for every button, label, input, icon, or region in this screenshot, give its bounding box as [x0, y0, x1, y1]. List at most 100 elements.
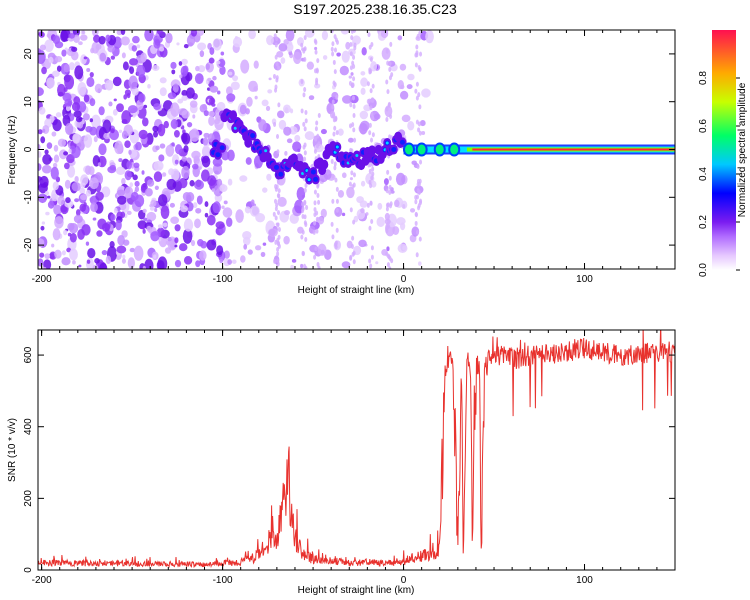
spectrogram-noise-cell [52, 181, 59, 191]
spectrogram-noise-cell [178, 108, 188, 116]
spectrogram-noise-cell [78, 41, 83, 46]
spectrogram-xtick-label: -200 [32, 274, 52, 285]
figure-title: S197.2025.238.16.35.C23 [293, 1, 457, 17]
spectrogram-noise-cell [126, 160, 132, 170]
spectrogram-noise-cell [195, 30, 205, 37]
spectrogram-streak-cell [304, 237, 308, 243]
spectrogram-ridge-peak [301, 172, 305, 176]
spectrogram-streak-cell [388, 75, 392, 81]
spectrogram-streak-cell [388, 61, 392, 67]
spectrogram-noise-cell [162, 222, 168, 228]
spectrogram-streak-cell [369, 88, 373, 94]
spectrogram-noise-cell [219, 65, 226, 76]
spectrogram-noise-cell [38, 143, 41, 150]
spectrogram-noise-cell [191, 150, 201, 160]
spectrogram-noise-cell [82, 113, 90, 121]
spectrogram-noise-cell [401, 114, 411, 123]
spectrogram-streak-cell [274, 215, 278, 221]
spectrogram-streak-cell [303, 35, 307, 41]
spectrogram-streak-cell [334, 240, 338, 246]
spectrogram-streak-cell [386, 89, 390, 95]
spectrogram-streak-cell [304, 182, 308, 188]
spectrogram-noise-cell [140, 183, 148, 191]
spectrogram-noise-cell [321, 30, 329, 41]
spectrogram-streak-cell [352, 172, 356, 178]
spectrogram-noise-cell [116, 245, 127, 254]
spectrogram-noise-cell [266, 173, 272, 181]
spectrogram-noise-cell [127, 105, 138, 114]
spectrogram-noise-cell [49, 253, 55, 260]
spectrogram-noise-cell [399, 222, 406, 231]
spectrogram-streak-cell [414, 88, 418, 94]
spectrogram-noise-cell [314, 46, 318, 51]
spectrogram-noise-cell [165, 32, 173, 44]
spectrogram-streak-cell [334, 37, 338, 43]
spectrogram-streak-cell [418, 104, 422, 110]
spectrogram-noise-cell [159, 77, 167, 84]
spectrogram-noise-cell [71, 101, 81, 112]
spectrogram-streak-cell [352, 127, 356, 133]
spectrogram-streak-cell [370, 245, 374, 251]
spectrogram-noise-cell [219, 184, 228, 193]
spectrogram-noise-cell [154, 207, 158, 213]
spectrogram-noise-cell [118, 129, 123, 133]
spectrogram-noise-cell [61, 257, 71, 266]
spectrogram-streak-cell [274, 54, 278, 60]
spectrogram-noise-cell [214, 170, 219, 175]
spectrogram-noise-cell [143, 217, 148, 222]
spectrogram-streak-cell [368, 130, 372, 136]
spectrogram-noise-cell [83, 56, 88, 60]
spectrogram-noise-cell [116, 103, 124, 113]
spectrogram-noise-cell [174, 259, 182, 268]
spectrogram-streak-cell [276, 134, 280, 140]
spectrogram-noise-cell [350, 72, 354, 76]
spectrogram-noise-cell [42, 154, 52, 165]
spectrogram-noise-cell [258, 119, 267, 132]
spectrogram-streak-cell [274, 206, 278, 212]
spectrogram-noise-cell [230, 81, 240, 90]
spectrogram-noise-cell [94, 257, 100, 264]
spectrogram-noise-cell [337, 190, 345, 198]
spectrogram-noise-cell [244, 206, 251, 214]
spectrogram-ridge-core [250, 133, 256, 139]
spectrogram-streak-cell [387, 102, 391, 108]
spectrogram-noise-cell [121, 177, 126, 185]
spectrogram-noise-cell [146, 211, 157, 222]
spectrogram-noise-cell [341, 261, 351, 269]
snr-xtick-label: 100 [576, 575, 593, 586]
spectrogram-streak-cell [350, 170, 354, 176]
spectrogram-streak-cell [273, 258, 277, 264]
spectrogram-noise-cell [181, 165, 190, 179]
spectrogram-noise-cell [64, 179, 71, 189]
spectrogram-noise-cell [223, 200, 228, 205]
snr-ticks: -200 -100 0 100 0 200 400 600 [23, 330, 676, 586]
spectrogram-noise-cell [41, 164, 52, 174]
spectrogram-noise-cell [206, 214, 216, 226]
spectrogram-noise-cell [87, 248, 96, 259]
spectrogram-noise-cell [262, 242, 267, 246]
spectrogram-noise-cell [339, 65, 349, 76]
spectrogram-noise-cell [72, 133, 81, 144]
spectrogram-noise-cell [39, 252, 45, 258]
spectrogram-streak-cell [385, 206, 389, 212]
spectrogram-noise-cell [65, 197, 71, 204]
spectrogram-streak-cell [277, 227, 281, 233]
spectrogram-noise-cell [186, 121, 193, 128]
spectrogram-noise-cell [198, 250, 207, 261]
spectrogram-streak-cell [415, 81, 419, 87]
spectrogram-noise-cell [110, 55, 116, 60]
snr-xlabel: Height of straight line (km) [298, 585, 415, 596]
spectrogram-noise-cell [150, 231, 160, 242]
spectrogram-noise-cell [206, 87, 211, 91]
spectrogram-noise-cell [153, 130, 159, 138]
spectrogram-streak-cell [303, 126, 307, 132]
spectrogram-noise-cell [216, 101, 226, 111]
spectrogram-noise-cell [226, 217, 233, 228]
spectrogram-noise-cell [181, 89, 188, 96]
spectrogram-streak-cell [369, 263, 373, 269]
spectrogram-noise-cell [174, 159, 179, 165]
spectrogram-streak-cell [370, 111, 374, 117]
spectrogram-streak-cell [385, 79, 389, 85]
spectrogram-noise-cell [165, 144, 175, 157]
colorbar-tick-label: 0.8 [698, 71, 709, 85]
